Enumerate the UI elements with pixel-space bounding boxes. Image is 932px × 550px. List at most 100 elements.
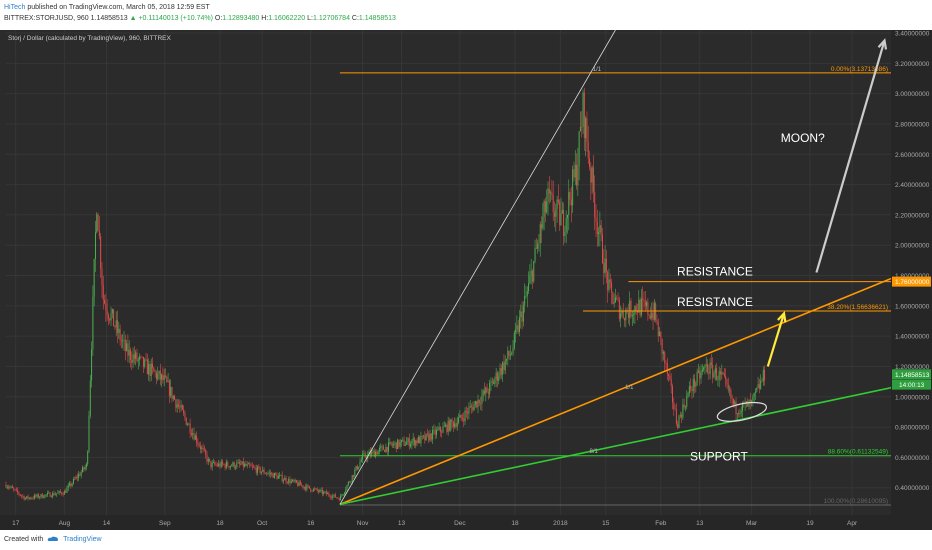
low-value: 1.12706784 bbox=[312, 15, 350, 22]
candle-body bbox=[643, 299, 645, 302]
candle-body bbox=[345, 489, 347, 493]
candle-body bbox=[570, 199, 572, 206]
candle-body bbox=[517, 325, 519, 332]
candle-body bbox=[66, 488, 68, 493]
candle-body bbox=[276, 474, 278, 479]
candle-body bbox=[79, 474, 81, 476]
high-label: H: bbox=[261, 15, 269, 22]
candle-body bbox=[516, 325, 518, 330]
candle-body bbox=[240, 464, 242, 465]
candle-body bbox=[126, 343, 128, 351]
candle-body bbox=[649, 315, 651, 319]
close-value: 1.14858513 bbox=[358, 15, 396, 22]
author-link[interactable]: HiTech bbox=[4, 4, 26, 11]
candle-body bbox=[403, 439, 405, 446]
x-tick-label: Sep bbox=[159, 520, 171, 527]
candle-body bbox=[493, 381, 495, 384]
candle-body bbox=[190, 433, 192, 435]
candle-body bbox=[631, 314, 633, 317]
candle-body bbox=[394, 442, 396, 445]
y-tick-label: 0.60000000 bbox=[895, 455, 930, 462]
candle-body bbox=[343, 492, 345, 495]
candle-body bbox=[434, 429, 436, 435]
annotation-text: MOON? bbox=[781, 131, 825, 145]
candle-body bbox=[334, 494, 336, 498]
y-tick-label: 1.20000000 bbox=[895, 364, 930, 371]
candle-body bbox=[10, 486, 12, 488]
y-tick-label: 1.00000000 bbox=[895, 394, 930, 401]
candle-body bbox=[139, 356, 141, 360]
candle-body bbox=[701, 369, 703, 373]
candle-body bbox=[32, 498, 34, 499]
candle-body bbox=[89, 380, 91, 416]
candle-body bbox=[305, 486, 307, 490]
highlight-ellipse bbox=[716, 401, 767, 422]
candle-body bbox=[162, 374, 164, 381]
candle-body bbox=[96, 214, 98, 233]
candle-body bbox=[747, 401, 749, 407]
candle-body bbox=[48, 492, 50, 494]
candle-body bbox=[672, 386, 674, 403]
candle-body bbox=[253, 466, 255, 468]
candle-body bbox=[290, 480, 292, 484]
candle-body bbox=[639, 299, 641, 316]
candle-body bbox=[198, 444, 200, 447]
candle-body bbox=[222, 461, 224, 465]
candle-body bbox=[289, 479, 291, 484]
candle-body bbox=[618, 299, 620, 320]
candle-body bbox=[551, 192, 553, 196]
close-label: C: bbox=[351, 15, 359, 22]
candle-body bbox=[197, 442, 199, 445]
x-tick-label: Feb bbox=[655, 520, 667, 527]
price-chart[interactable]: 0.40000000 0.60000000 0.80000000 1.00000000… bbox=[0, 30, 932, 530]
candle-body bbox=[408, 438, 410, 447]
candle-body bbox=[511, 353, 513, 355]
candle-body bbox=[518, 317, 520, 332]
candle-body bbox=[622, 310, 624, 319]
candle-body bbox=[82, 467, 84, 473]
candle-body bbox=[105, 303, 107, 311]
candle-body bbox=[748, 400, 750, 407]
candle-body bbox=[633, 314, 635, 315]
candle-body bbox=[760, 380, 762, 389]
candle-body bbox=[218, 463, 220, 466]
candle-body bbox=[229, 465, 231, 468]
tradingview-logo[interactable]: TradingView bbox=[63, 536, 102, 543]
candle-body bbox=[687, 393, 689, 397]
candle-body bbox=[270, 472, 272, 475]
candle-body bbox=[273, 473, 275, 478]
candle-body bbox=[233, 462, 235, 468]
y-tick-label: 1.60000000 bbox=[895, 303, 930, 310]
candle-body bbox=[688, 386, 690, 394]
candle-body bbox=[214, 462, 216, 465]
candle-body bbox=[244, 463, 246, 467]
candle-body bbox=[264, 473, 266, 474]
green-trendline bbox=[339, 386, 892, 506]
candle-body bbox=[566, 214, 568, 218]
candle-body bbox=[668, 374, 670, 376]
candle-body bbox=[292, 479, 294, 481]
candle-body bbox=[386, 447, 388, 452]
candle-body bbox=[596, 221, 598, 235]
y-tick-label: 3.20000000 bbox=[895, 61, 930, 68]
candle-body bbox=[75, 476, 77, 480]
candle-body bbox=[735, 401, 737, 415]
candle-body bbox=[254, 467, 256, 469]
candle-body bbox=[714, 368, 716, 374]
yellow-arrow-head bbox=[777, 311, 787, 323]
candle-body bbox=[678, 416, 680, 428]
candle-body bbox=[310, 488, 312, 491]
candle-body bbox=[22, 495, 24, 497]
candle-body bbox=[463, 418, 465, 422]
candle-body bbox=[177, 404, 179, 407]
candle-body bbox=[664, 352, 666, 363]
candle-body bbox=[423, 435, 425, 437]
candle-body bbox=[572, 169, 574, 206]
white-arrow-shaft bbox=[815, 40, 886, 273]
candle-body bbox=[373, 450, 375, 457]
candle-body bbox=[599, 225, 601, 233]
candle-body bbox=[486, 387, 488, 393]
candle-body bbox=[528, 283, 530, 292]
countdown-label: 14:00:13 bbox=[899, 382, 925, 389]
candle-body bbox=[232, 462, 234, 466]
